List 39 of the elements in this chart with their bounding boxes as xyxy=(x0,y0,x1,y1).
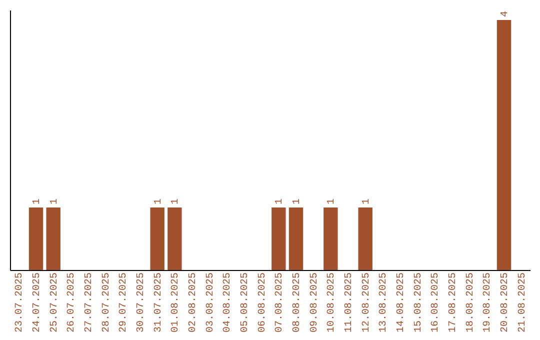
x-tick-label: 12.08.2025 xyxy=(361,272,372,333)
x-tick-label: 07.08.2025 xyxy=(274,272,286,333)
x-tick-label: 13.08.2025 xyxy=(378,272,390,333)
data-label: 1 xyxy=(292,198,303,204)
x-tick-label: 06.08.2025 xyxy=(257,272,268,333)
x-tick-label: 09.08.2025 xyxy=(309,272,320,333)
data-label: 1 xyxy=(274,198,286,204)
data-label: 1 xyxy=(49,198,60,204)
data-label: 1 xyxy=(361,198,372,204)
data-label: 4 xyxy=(500,10,511,17)
data-label: 1 xyxy=(170,198,182,204)
x-tick-label: 10.08.2025 xyxy=(326,272,338,333)
x-tick-label: 15.08.2025 xyxy=(413,272,424,333)
x-tick-label: 24.07.2025 xyxy=(32,272,43,333)
x-tick-label: 04.08.2025 xyxy=(222,272,234,333)
x-tick-label: 30.07.2025 xyxy=(136,272,147,333)
data-label: 1 xyxy=(153,198,164,204)
x-tick-label: 27.07.2025 xyxy=(84,272,95,333)
x-tick-label: 11.08.2025 xyxy=(344,272,355,333)
x-tick-label: 26.07.2025 xyxy=(66,272,78,333)
x-tick-label: 31.07.2025 xyxy=(153,272,164,333)
x-tick-label: 01.08.2025 xyxy=(170,272,182,333)
x-tick-label: 05.08.2025 xyxy=(240,272,251,333)
x-tick-label: 18.08.2025 xyxy=(465,272,476,333)
x-tick-label: 20.08.2025 xyxy=(500,272,511,333)
x-tick-label: 03.08.2025 xyxy=(205,272,216,333)
x-tick-label: 23.07.2025 xyxy=(14,272,26,333)
x-tick-label: 16.08.2025 xyxy=(430,272,442,333)
x-tick-label: 08.08.2025 xyxy=(292,272,303,333)
x-tick-label: 14.08.2025 xyxy=(396,272,407,333)
x-tick-label: 29.07.2025 xyxy=(118,272,130,333)
data-label: 1 xyxy=(32,198,43,204)
x-tick-label: 19.08.2025 xyxy=(482,272,494,333)
x-tick-label: 02.08.2025 xyxy=(188,272,199,333)
x-tick-label: 25.07.2025 xyxy=(49,272,60,333)
x-tick-label: 21.08.2025 xyxy=(517,272,528,333)
x-tick-label: 17.08.2025 xyxy=(448,272,459,333)
data-label: 1 xyxy=(326,198,338,204)
x-tick-label: 28.07.2025 xyxy=(101,272,112,333)
